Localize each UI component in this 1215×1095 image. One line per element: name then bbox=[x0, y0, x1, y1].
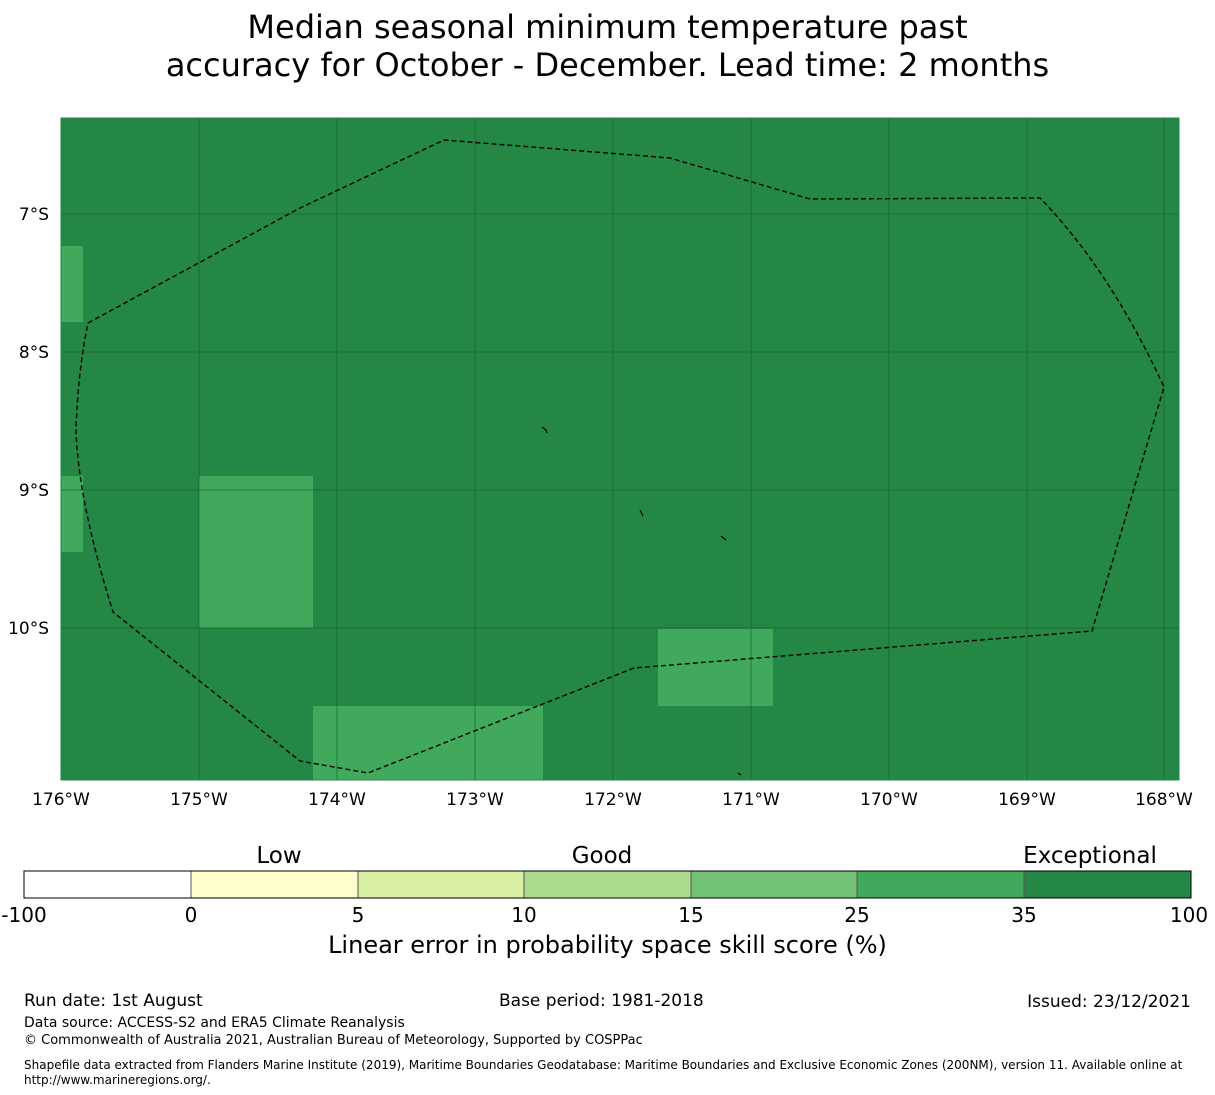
colorbar-swatch bbox=[1024, 871, 1191, 898]
light-cell bbox=[658, 629, 773, 706]
longitude-label: 174°W bbox=[308, 790, 366, 810]
colorbar-title: Linear error in probability space skill … bbox=[328, 931, 887, 959]
shapefile-credit-line-1: Shapefile data extracted from Flanders M… bbox=[24, 1058, 1183, 1072]
colorbar-tick: 25 bbox=[844, 903, 870, 927]
colorbar-frame bbox=[23, 870, 1192, 899]
colorbar-tick: 15 bbox=[678, 903, 704, 927]
run-date: Run date: 1st August bbox=[24, 991, 203, 1011]
longitude-label: 173°W bbox=[446, 790, 504, 810]
copyright: © Commonwealth of Australia 2021, Austra… bbox=[24, 1033, 643, 1048]
gridlines bbox=[61, 118, 1179, 780]
light-cell bbox=[199, 476, 313, 628]
base-period: Base period: 1981-2018 bbox=[499, 991, 704, 1011]
light-cell bbox=[61, 246, 83, 322]
island-marker bbox=[737, 772, 742, 776]
island-marker bbox=[541, 426, 548, 434]
latitude-label: 10°S bbox=[8, 619, 49, 639]
longitude-label: 172°W bbox=[584, 790, 642, 810]
map-title-line-1: Median seasonal minimum temperature past bbox=[247, 8, 968, 46]
island-marker bbox=[720, 535, 727, 541]
colorbar-label-low: Low bbox=[256, 843, 302, 869]
colorbar-tick: -100 bbox=[1, 903, 47, 927]
longitude-label: 169°W bbox=[998, 790, 1056, 810]
map-frame bbox=[60, 117, 1180, 781]
colorbar-swatch bbox=[191, 871, 358, 898]
colorbar bbox=[23, 870, 1192, 899]
colorbar-swatch bbox=[691, 871, 857, 898]
light-cell bbox=[61, 476, 83, 552]
shapefile-credit-line-2: http://www.marineregions.org/. bbox=[24, 1073, 211, 1087]
colorbar-swatch bbox=[524, 871, 691, 898]
longitude-label: 176°W bbox=[32, 790, 90, 810]
latitude-label: 7°S bbox=[19, 205, 49, 225]
longitude-label: 175°W bbox=[170, 790, 228, 810]
issued-date: Issued: 23/12/2021 bbox=[1027, 992, 1191, 1012]
longitude-label: 171°W bbox=[722, 790, 780, 810]
data-source: Data source: ACCESS-S2 and ERA5 Climate … bbox=[24, 1015, 405, 1031]
colorbar-swatch bbox=[857, 871, 1024, 898]
colorbar-tick: 0 bbox=[184, 903, 198, 927]
longitude-label: 170°W bbox=[860, 790, 918, 810]
colorbar-tick: 5 bbox=[351, 903, 365, 927]
latitude-label: 9°S bbox=[19, 481, 49, 501]
eez-boundary bbox=[75, 139, 1165, 774]
colorbar-tick: 10 bbox=[511, 903, 537, 927]
colorbar-tick: 100 bbox=[1169, 903, 1209, 927]
latitude-label: 8°S bbox=[19, 343, 49, 363]
colorbar-tick: 35 bbox=[1011, 903, 1037, 927]
map-background bbox=[61, 118, 1179, 780]
colorbar-swatch bbox=[358, 871, 524, 898]
colorbar-swatch bbox=[24, 871, 191, 898]
island-marker bbox=[639, 509, 644, 517]
longitude-label: 168°W bbox=[1135, 790, 1193, 810]
colorbar-label-good: Good bbox=[571, 843, 633, 869]
map-title-line-2: accuracy for October - December. Lead ti… bbox=[165, 46, 1050, 84]
colorbar-label-exceptional: Exceptional bbox=[1023, 843, 1157, 869]
